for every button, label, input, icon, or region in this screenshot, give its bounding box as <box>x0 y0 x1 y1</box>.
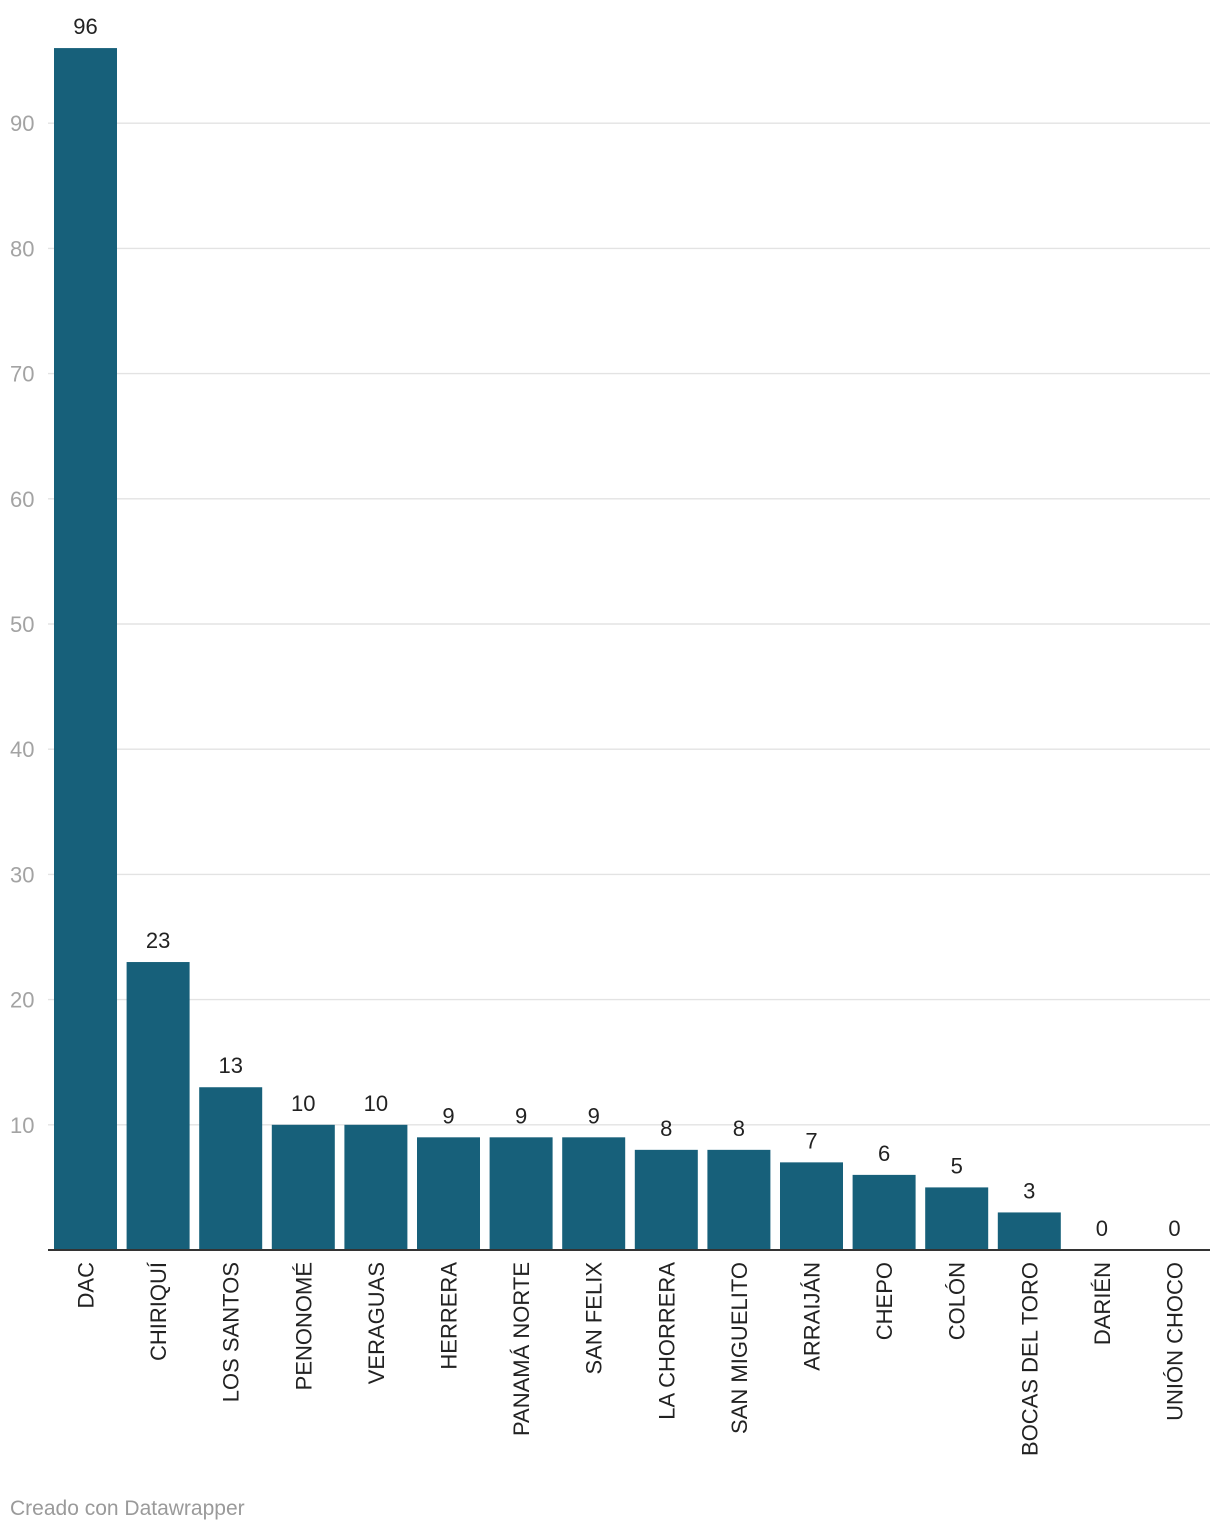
y-tick-label: 60 <box>10 487 34 512</box>
value-label: 7 <box>805 1128 817 1153</box>
value-label: 10 <box>291 1091 315 1116</box>
x-tick-label: ARRAIJÁN <box>800 1262 825 1371</box>
y-tick-label: 30 <box>10 862 34 887</box>
x-tick-label: SAN FELIX <box>582 1262 607 1375</box>
bar[interactable] <box>54 48 117 1251</box>
value-label: 23 <box>146 928 170 953</box>
y-tick-label: 70 <box>10 362 34 387</box>
y-tick-label: 40 <box>10 737 34 762</box>
y-tick-label: 90 <box>10 111 34 136</box>
x-tick-label: LA CHORRERA <box>654 1262 679 1420</box>
x-tick-label: PANAMÁ NORTE <box>509 1262 534 1436</box>
y-tick-label: 50 <box>10 612 34 637</box>
bar[interactable] <box>344 1124 408 1250</box>
bar[interactable] <box>997 1212 1061 1250</box>
bar[interactable] <box>852 1174 916 1250</box>
x-tick-label: LOS SANTOS <box>219 1262 244 1402</box>
value-label: 96 <box>73 14 97 39</box>
bar[interactable] <box>126 962 190 1250</box>
bar[interactable] <box>199 1087 263 1250</box>
x-tick-label: UNIÓN CHOCO <box>1163 1262 1188 1421</box>
bars <box>54 48 1061 1251</box>
y-tick-label: 10 <box>10 1113 34 1138</box>
value-label: 9 <box>588 1103 600 1128</box>
bar[interactable] <box>780 1162 843 1250</box>
bar[interactable] <box>489 1137 553 1250</box>
value-label: 13 <box>218 1053 242 1078</box>
bar[interactable] <box>562 1137 626 1250</box>
value-label: 9 <box>515 1103 527 1128</box>
x-tick-label: CHEPO <box>872 1262 897 1340</box>
value-label: 3 <box>1023 1178 1035 1203</box>
value-label: 0 <box>1096 1216 1108 1241</box>
x-tick-label: PENONOMÉ <box>291 1262 316 1390</box>
x-tick-label: COLÓN <box>945 1262 970 1340</box>
x-tick-label: HERRERA <box>437 1262 462 1370</box>
value-label: 9 <box>442 1103 454 1128</box>
bar[interactable] <box>417 1137 480 1250</box>
datawrapper-credit[interactable]: Creado con Datawrapper <box>10 1497 245 1520</box>
x-tick-label: BOCAS DEL TORO <box>1017 1262 1042 1456</box>
x-tick-label: CHIRIQUÍ <box>146 1261 171 1361</box>
x-tick-label: SAN MIGUELITO <box>727 1262 752 1434</box>
x-tick-label: VERAGUAS <box>364 1262 389 1384</box>
value-label: 8 <box>660 1116 672 1141</box>
value-label: 5 <box>951 1153 963 1178</box>
y-tick-label: 20 <box>10 988 34 1013</box>
value-label: 10 <box>364 1091 388 1116</box>
bar[interactable] <box>925 1187 989 1250</box>
bar[interactable] <box>271 1124 335 1250</box>
gridlines <box>48 122 1210 1126</box>
value-label: 8 <box>733 1116 745 1141</box>
value-label: 6 <box>878 1141 890 1166</box>
x-tick-label: DAC <box>74 1262 99 1309</box>
x-tick-label: DARIÉN <box>1090 1262 1115 1345</box>
y-tick-label: 80 <box>10 236 34 261</box>
bar[interactable] <box>707 1149 771 1250</box>
bar[interactable] <box>634 1149 698 1250</box>
value-label: 0 <box>1168 1216 1180 1241</box>
